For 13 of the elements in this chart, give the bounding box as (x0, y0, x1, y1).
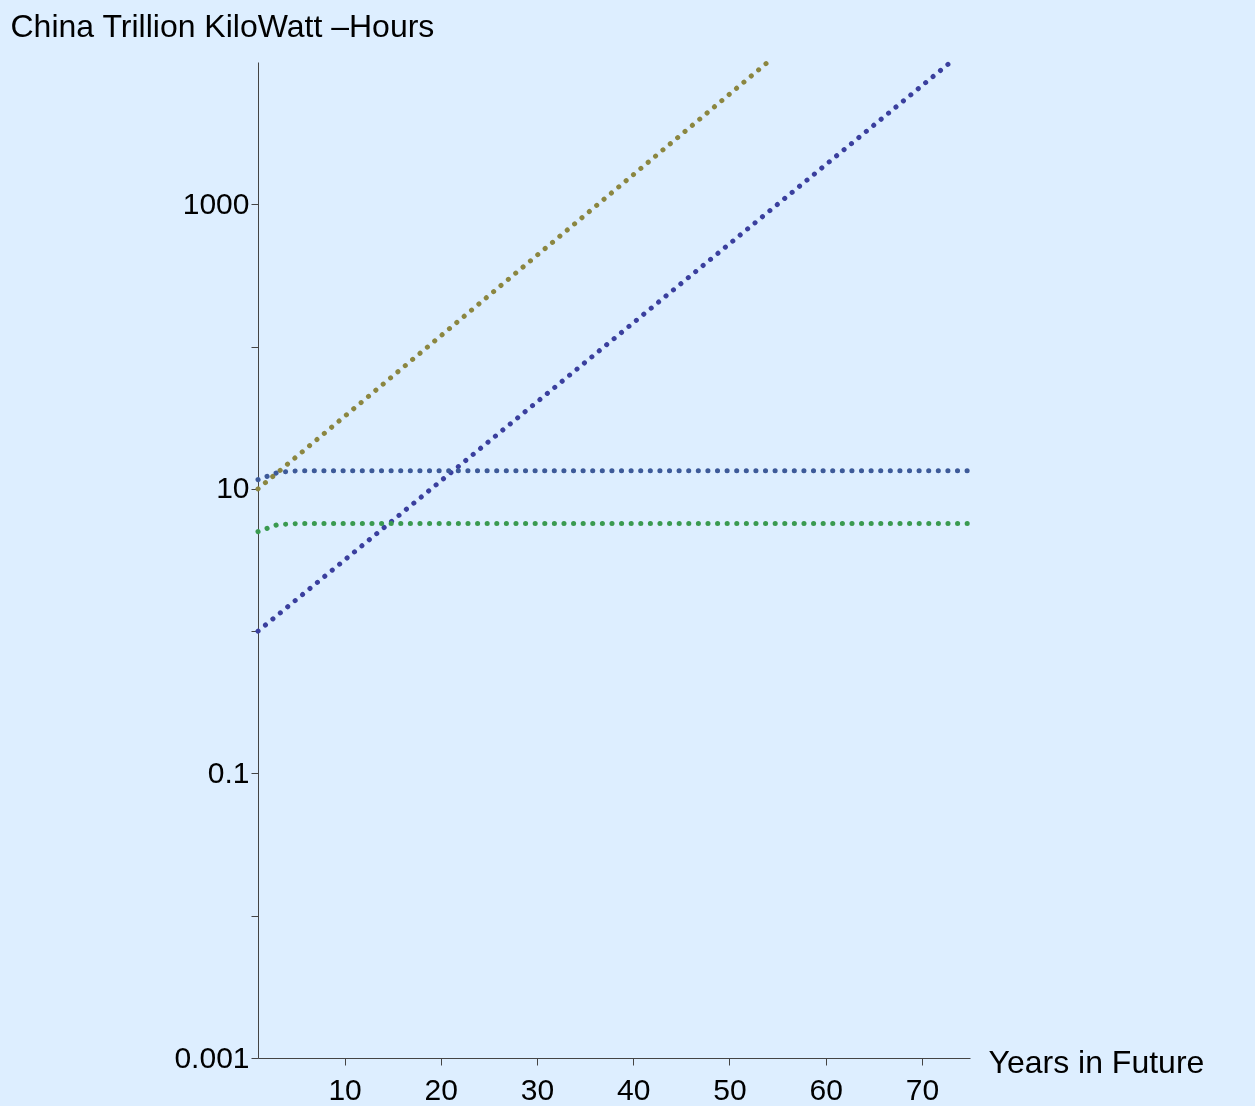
x-tick-label: 30 (520, 1072, 555, 1106)
x-tick-label: 50 (713, 1072, 747, 1106)
x-tick-label: 70 (905, 1072, 940, 1106)
x-axis-title: Years in Future (988, 1043, 1205, 1080)
x-tick-label: 40 (617, 1072, 651, 1106)
y-tick-label: 0.001 (174, 1040, 250, 1074)
y-axis-title: China Trillion KiloWatt –Hours (10, 7, 435, 44)
x-tick-label: 60 (809, 1072, 843, 1106)
y-tick-label: 1000 (182, 186, 250, 220)
y-tick-label: 10 (216, 471, 250, 505)
x-tick-label: 20 (424, 1072, 458, 1106)
x-tick-label: 10 (328, 1072, 362, 1106)
y-tick-label: 0.1 (207, 755, 250, 789)
